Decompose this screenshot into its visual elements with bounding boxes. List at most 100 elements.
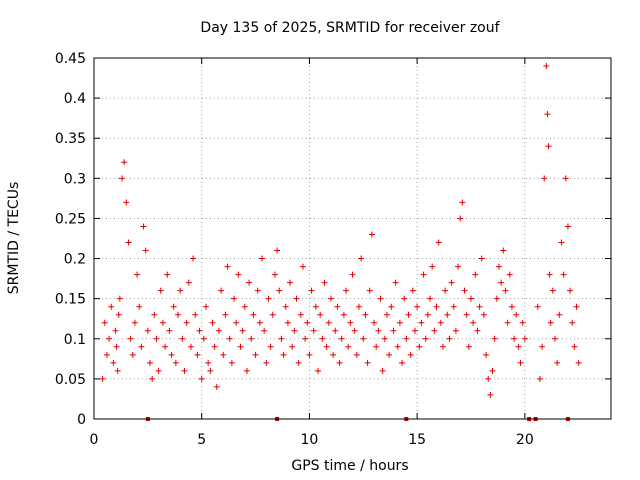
data-point <box>495 263 502 270</box>
data-point <box>306 351 313 358</box>
data-point <box>211 343 218 350</box>
data-point <box>560 271 567 278</box>
data-point <box>517 359 524 366</box>
data-point <box>351 327 358 334</box>
data-point <box>544 111 551 118</box>
data-point <box>103 351 110 358</box>
data-point <box>159 319 166 326</box>
data-point <box>325 319 332 326</box>
data-point <box>323 343 330 350</box>
data-point <box>381 335 388 342</box>
data-point <box>131 319 138 326</box>
data-point <box>166 327 173 334</box>
data-point <box>345 343 352 350</box>
data-point <box>511 335 518 342</box>
data-point <box>231 295 238 302</box>
data-point <box>470 319 477 326</box>
data-point <box>196 327 203 334</box>
y-axis-label: SRMTID / TECUs <box>6 182 22 295</box>
data-point <box>452 327 459 334</box>
data-point <box>375 327 382 334</box>
data-point <box>411 327 418 334</box>
data-point <box>284 319 291 326</box>
data-point <box>110 359 117 366</box>
data-point <box>455 263 462 270</box>
y-tick-label: 0.35 <box>55 131 86 147</box>
data-point <box>567 287 574 294</box>
data-point <box>112 327 119 334</box>
data-point <box>405 311 412 318</box>
data-point <box>461 287 468 294</box>
data-point <box>205 359 212 366</box>
data-point <box>164 271 171 278</box>
data-point <box>500 247 507 254</box>
data-point <box>168 351 175 358</box>
data-point <box>546 271 553 278</box>
x-tick-labels: 0 5 10 15 20 <box>90 432 534 448</box>
data-point <box>280 351 287 358</box>
data-point <box>243 367 250 374</box>
data-point <box>321 279 328 286</box>
data-point <box>396 319 403 326</box>
data-point <box>123 199 130 206</box>
data-point <box>343 287 350 294</box>
data-point <box>362 311 369 318</box>
data-point <box>534 303 541 310</box>
data-point <box>138 343 145 350</box>
data-point <box>564 223 571 230</box>
data-point <box>207 367 214 374</box>
y-tick-label: 0.2 <box>64 252 86 268</box>
data-point <box>190 255 197 262</box>
data-point <box>416 343 423 350</box>
data-point <box>252 351 259 358</box>
data-point <box>134 271 141 278</box>
data-point <box>489 367 496 374</box>
data-point <box>424 311 431 318</box>
data-point <box>142 247 149 254</box>
data-point <box>457 215 464 222</box>
data-point <box>498 279 505 286</box>
data-point <box>259 255 266 262</box>
data-point <box>409 287 416 294</box>
data-point <box>442 287 449 294</box>
data-point <box>177 287 184 294</box>
data-point <box>157 287 164 294</box>
y-tick-label: 0.25 <box>55 211 86 227</box>
data-point <box>115 311 122 318</box>
data-point <box>239 327 246 334</box>
data-point <box>472 271 479 278</box>
data-point <box>213 383 220 390</box>
data-point <box>444 311 451 318</box>
data-point <box>282 303 289 310</box>
data-point <box>414 303 421 310</box>
data-point <box>433 303 440 310</box>
data-point <box>334 303 341 310</box>
data-point <box>271 271 278 278</box>
data-point <box>144 327 151 334</box>
x-tick-label: 5 <box>197 432 206 448</box>
data-point <box>153 335 160 342</box>
y-tick-label: 0 <box>77 412 86 428</box>
data-point <box>573 303 580 310</box>
data-point <box>172 359 179 366</box>
data-point <box>108 303 115 310</box>
data-point <box>250 311 257 318</box>
data-point <box>571 343 578 350</box>
data-point <box>136 303 143 310</box>
data-point <box>383 311 390 318</box>
data-point <box>297 311 304 318</box>
data-point <box>162 343 169 350</box>
data-point <box>127 335 134 342</box>
data-point <box>129 351 136 358</box>
data-point <box>347 319 354 326</box>
data-point <box>114 367 121 374</box>
data-point <box>554 359 561 366</box>
data-point <box>235 271 242 278</box>
data-point <box>575 359 582 366</box>
data-point <box>431 327 438 334</box>
data-point <box>226 335 233 342</box>
data-point <box>547 319 554 326</box>
y-tick-labels: 0 0.05 0.1 0.15 0.2 0.25 0.3 0.35 0.4 0.45 <box>55 51 86 428</box>
data-point <box>562 175 569 182</box>
data-point <box>407 351 414 358</box>
